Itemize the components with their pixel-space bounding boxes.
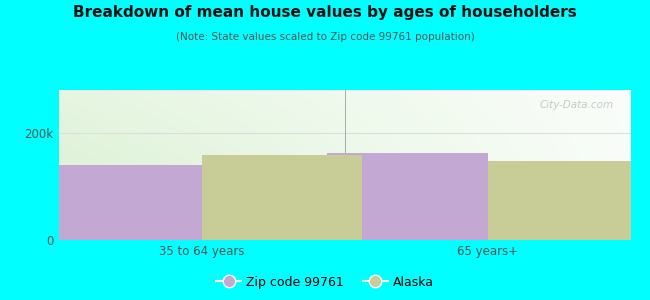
Bar — [488, 161, 647, 240]
Text: (Note: State values scaled to Zip code 99761 population): (Note: State values scaled to Zip code 9… — [176, 32, 474, 41]
Bar — [328, 153, 488, 240]
Text: City-Data.com: City-Data.com — [540, 100, 614, 110]
Bar — [202, 155, 361, 240]
Text: Breakdown of mean house values by ages of householders: Breakdown of mean house values by ages o… — [73, 4, 577, 20]
Legend: Zip code 99761, Alaska: Zip code 99761, Alaska — [211, 271, 439, 294]
Bar — [42, 165, 202, 240]
